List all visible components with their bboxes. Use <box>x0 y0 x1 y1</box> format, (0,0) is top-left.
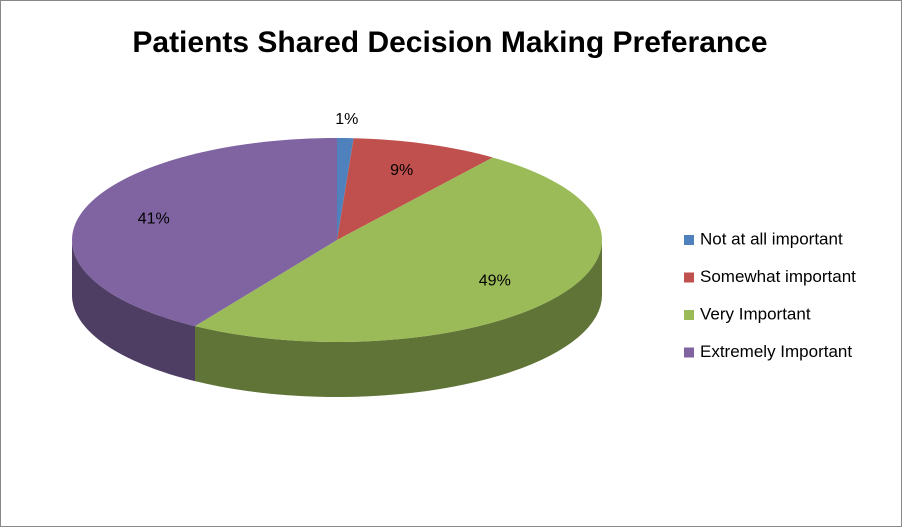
slice <box>337 138 493 240</box>
slice-side <box>195 240 602 397</box>
data-label: 41% <box>138 211 170 228</box>
side-shade <box>195 240 602 397</box>
slice <box>195 157 602 342</box>
data-label: 1% <box>335 111 358 128</box>
legend-swatch <box>684 310 694 320</box>
legend-swatch <box>684 347 694 358</box>
legend-label: Extremely Important <box>700 342 852 361</box>
legend-label: Not at all important <box>700 229 843 248</box>
slice <box>337 138 354 240</box>
legend-label: Somewhat important <box>700 267 856 286</box>
data-label: 9% <box>390 162 413 179</box>
slice-side <box>72 240 196 382</box>
side-shade <box>72 240 196 382</box>
legend-swatch <box>684 272 694 283</box>
data-label: 49% <box>479 272 511 289</box>
chart-title: Patients Shared Decision Making Preferan… <box>132 26 767 59</box>
legend-swatch <box>684 235 694 245</box>
slice <box>72 138 338 327</box>
legend-label: Very Important <box>700 304 811 323</box>
